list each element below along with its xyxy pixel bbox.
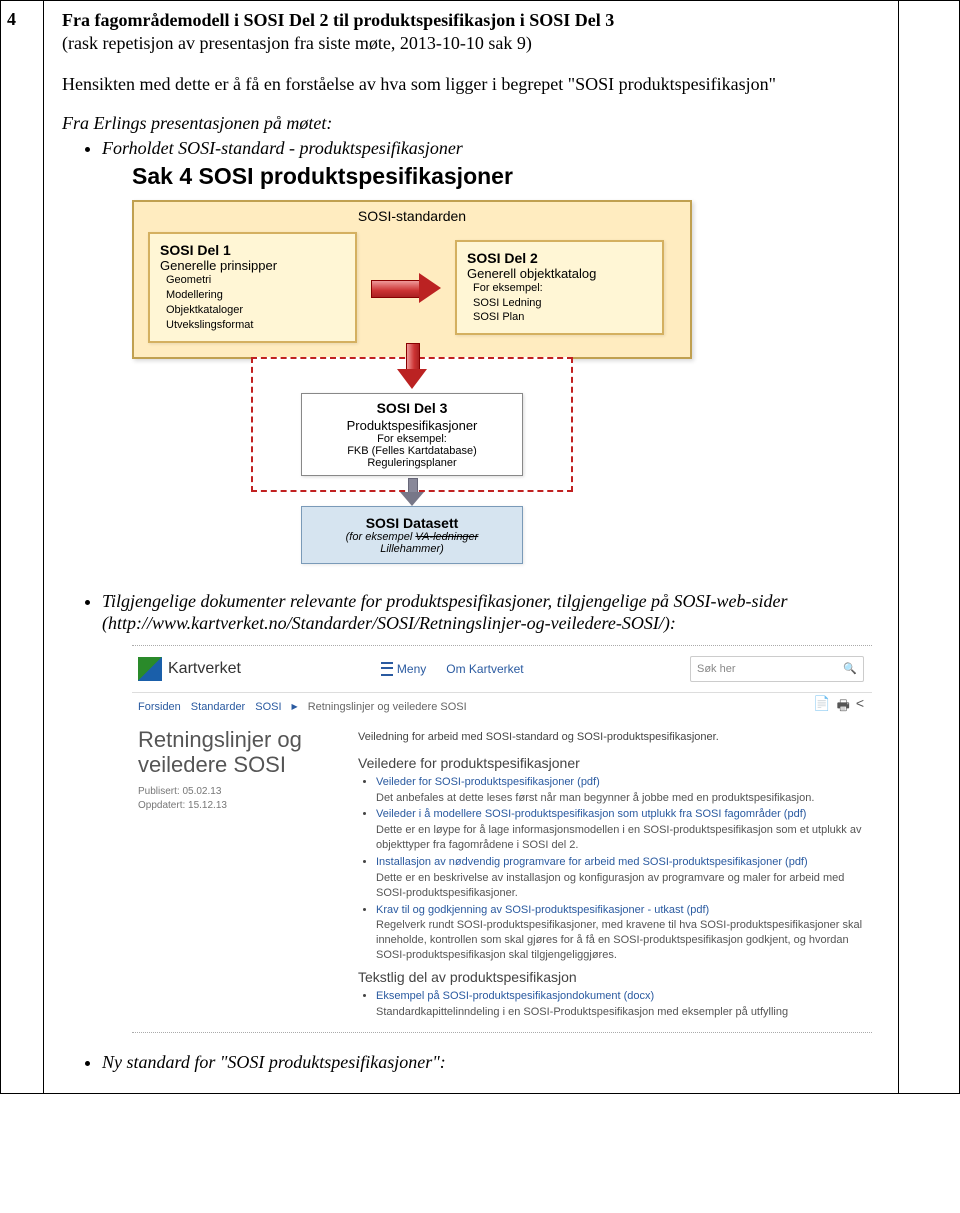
crumb-link[interactable]: SOSI — [255, 701, 281, 713]
sosi-del3-container: SOSI Del 3 Produktspesifikasjoner For ek… — [251, 357, 573, 492]
kv-page-title: Retningslinjer og veiledere SOSI — [138, 727, 338, 778]
kv-search-input[interactable]: Søk her 🔍 — [690, 656, 864, 682]
pdf-icon[interactable]: 📄 — [813, 695, 830, 719]
del3-line: Reguleringsplaner — [312, 457, 512, 469]
kv-desc: Dette er en beskrivelse av installasjon … — [376, 871, 866, 901]
kv-link[interactable]: Veileder for SOSI-produktspesifikasjoner… — [376, 776, 600, 788]
crumb-current: Retningslinjer og veiledere SOSI — [308, 701, 467, 713]
heading: Fra fagområdemodell i SOSI Del 2 til pro… — [62, 9, 880, 32]
sosi-standard-label: SOSI-standarden — [358, 208, 466, 224]
list-item: Veileder for SOSI-produktspesifikasjoner… — [376, 775, 866, 806]
del1-header: SOSI Del 1 — [160, 242, 345, 258]
kv-breadcrumb: Forsiden Standarder SOSI ▶ Retningslinje… — [132, 693, 872, 721]
sosi-del1-box: SOSI Del 1 Generelle prinsipper Geometri… — [148, 232, 357, 342]
kv-desc: Standardkapittelinndeling i en SOSI-Prod… — [376, 1005, 866, 1020]
del1-line: Objektkataloger — [166, 303, 345, 318]
list-item: Eksempel på SOSI-produktspesifikasjondok… — [376, 989, 866, 1020]
del3-sub: Produktspesifikasjoner — [312, 418, 512, 433]
kv-om-link[interactable]: Om Kartverket — [446, 662, 523, 676]
kv-link[interactable]: Eksempel på SOSI-produktspesifikasjondok… — [376, 990, 654, 1002]
del1-line: Modellering — [166, 288, 345, 303]
del1-line: Utvekslingsformat — [166, 318, 345, 333]
arrow-down-icon — [397, 357, 427, 393]
search-icon: 🔍 — [843, 662, 857, 675]
kv-menu-button[interactable]: Meny — [381, 662, 426, 676]
del2-line: SOSI Plan — [473, 310, 652, 325]
kv-tekstlig-list: Eksempel på SOSI-produktspesifikasjondok… — [358, 989, 866, 1020]
bullet-2: Tilgjengelige dokumenter relevante for p… — [102, 590, 880, 635]
del2-header: SOSI Del 2 — [467, 250, 652, 266]
kv-topbar: Kartverket Meny Om Kartverket Søk her 🔍 — [132, 646, 872, 693]
bullet-list-3: Ny standard for "SOSI produktspesifikasj… — [62, 1051, 880, 1074]
italic-intro: Fra Erlings presentasjonen på møtet: — [62, 113, 880, 134]
chevron-right-icon: ▶ — [292, 702, 298, 711]
sosi-diagram: SOSI-standarden SOSI Del 1 Generelle pri… — [132, 200, 692, 563]
bullet-last: Ny standard for "SOSI produktspesifikasj… — [102, 1051, 880, 1074]
kv-desc: Det anbefales at dette leses først når m… — [376, 791, 866, 806]
dataset-header: SOSI Datasett — [312, 515, 512, 531]
crumb-link[interactable]: Forsiden — [138, 701, 181, 713]
main-cell: Fra fagområdemodell i SOSI Del 2 til pro… — [44, 1, 899, 1093]
list-item: Veileder i å modellere SOSI-produktspesi… — [376, 807, 866, 853]
arrow-down-small-icon — [400, 478, 424, 506]
kv-logo-icon — [138, 657, 162, 681]
bullet-1: Forholdet SOSI-standard - produktspesifi… — [102, 138, 880, 159]
kv-desc: Regelverk rundt SOSI-produktspesifikasjo… — [376, 918, 866, 963]
kv-link[interactable]: Krav til og godkjenning av SOSI-produkts… — [376, 904, 709, 916]
share-icon[interactable]: < — [856, 695, 864, 719]
dataset-line2: Lillehammer) — [312, 543, 512, 555]
del3-line: For eksempel: — [312, 433, 512, 445]
kv-updated: Oppdatert: 15.12.13 — [138, 799, 338, 813]
sub-heading: (rask repetisjon av presentasjon fra sis… — [62, 32, 880, 55]
intro-paragraph: Hensikten med dette er å få en forståels… — [62, 74, 880, 95]
list-item: Krav til og godkjenning av SOSI-produkts… — [376, 903, 866, 963]
kv-brand: Kartverket — [168, 660, 241, 678]
kv-published: Publisert: 05.02.13 — [138, 785, 338, 799]
kv-logo[interactable]: Kartverket — [138, 657, 241, 681]
kv-veileder-list: Veileder for SOSI-produktspesifikasjoner… — [358, 775, 866, 963]
del2-line: SOSI Ledning — [473, 296, 652, 311]
del2-line: For eksempel: — [473, 281, 652, 296]
kv-link[interactable]: Veileder i å modellere SOSI-produktspesi… — [376, 808, 806, 820]
kv-section-veiledere: Veiledere for produktspesifikasjoner — [358, 755, 866, 771]
hamburger-icon — [381, 662, 393, 676]
sosi-del3-box: SOSI Del 3 Produktspesifikasjoner For ek… — [301, 393, 523, 476]
bullet-list-1: Forholdet SOSI-standard - produktspesifi… — [62, 138, 880, 159]
row-number-cell: 4 — [1, 1, 44, 1093]
del1-line: Geometri — [166, 273, 345, 288]
bullet-list-2: Tilgjengelige dokumenter relevante for p… — [62, 590, 880, 635]
print-icon[interactable]: 🖶 — [837, 695, 850, 719]
kartverket-screenshot: Kartverket Meny Om Kartverket Søk her 🔍 … — [132, 645, 872, 1033]
sosi-dataset-box: SOSI Datasett (for eksempel VA-ledninger… — [301, 506, 523, 564]
del1-sub: Generelle prinsipper — [160, 258, 345, 273]
kv-section-tekstlig: Tekstlig del av produktspesifikasjon — [358, 969, 866, 985]
sak-title: Sak 4 SOSI produktspesifikasjoner — [132, 163, 880, 191]
arrow-right-icon — [371, 273, 441, 303]
kv-left-col: Retningslinjer og veiledere SOSI Publise… — [138, 727, 338, 1022]
crumb-link[interactable]: Standarder — [191, 701, 245, 713]
sosi-standard-box: SOSI-standarden SOSI Del 1 Generelle pri… — [132, 200, 692, 358]
sosi-del2-box: SOSI Del 2 Generell objektkatalog For ek… — [455, 240, 664, 336]
kv-lead: Veiledning for arbeid med SOSI-standard … — [358, 731, 866, 743]
kv-desc: Dette er en løype for å lage informasjon… — [376, 823, 866, 853]
kv-right-col: Veiledning for arbeid med SOSI-standard … — [358, 727, 866, 1022]
dataset-line: (for eksempel VA-ledninger — [312, 531, 512, 543]
list-item: Installasjon av nødvendig programvare fo… — [376, 855, 866, 901]
search-placeholder: Søk her — [697, 663, 736, 675]
kv-link[interactable]: Installasjon av nødvendig programvare fo… — [376, 856, 808, 868]
del3-line: FKB (Felles Kartdatabase) — [312, 445, 512, 457]
del3-header: SOSI Del 3 — [312, 400, 512, 416]
side-cell — [899, 1, 959, 1093]
del2-sub: Generell objektkatalog — [467, 266, 652, 281]
page-row: 4 Fra fagområdemodell i SOSI Del 2 til p… — [0, 0, 960, 1094]
